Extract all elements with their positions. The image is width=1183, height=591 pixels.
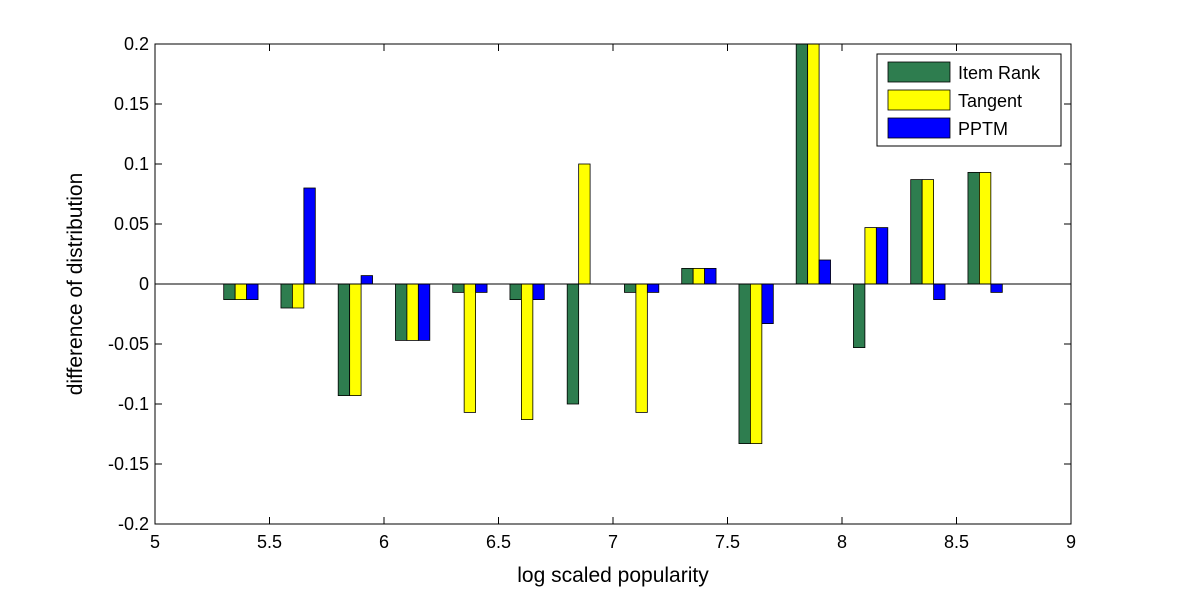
bar-pptm-10 (818, 259, 831, 285)
bar-item-rank-10 (795, 43, 809, 285)
bar-pptm-9 (761, 283, 774, 324)
bar-item-rank-5 (509, 283, 522, 301)
x-tick-label: 7 (608, 532, 618, 552)
y-tick-label: 0.2 (124, 34, 149, 54)
legend-label-pptm: PPTM (958, 119, 1008, 139)
bar-pptm-2 (360, 275, 373, 285)
y-tick-label: 0 (139, 274, 149, 294)
bar-tangent-4 (463, 283, 476, 413)
x-tick-label: 7.5 (715, 532, 740, 552)
legend-label-item-rank: Item Rank (958, 63, 1041, 83)
bar-tangent-5 (521, 283, 534, 421)
bar-item-rank-0 (223, 283, 236, 301)
bar-tangent-13 (979, 171, 992, 285)
legend-swatch-item-rank (887, 61, 951, 83)
bar-item-rank-8 (681, 267, 694, 285)
legend-swatch-tangent (887, 89, 951, 111)
x-axis-label: log scaled popularity (517, 564, 709, 587)
ticks-layer: 5 5.5 6 6.5 7 7.5 8 8.5 9 -0.2 -0.15 -0.1 -0.05 0 0.05… (108, 34, 1076, 552)
bar-tangent-10 (807, 43, 820, 285)
y-tick-label: -0.2 (118, 514, 149, 534)
bar-item-rank-1 (280, 283, 293, 309)
bar-pptm-12 (933, 283, 946, 301)
bar-item-rank-12 (910, 179, 923, 285)
bar-item-rank-6 (566, 283, 580, 405)
bars-layer (223, 43, 1003, 445)
bar-pptm-4 (475, 283, 488, 293)
bar-tangent-0 (234, 283, 247, 301)
bar-tangent-3 (406, 283, 419, 341)
y-tick-label: 0.1 (124, 154, 149, 174)
bar-item-rank-11 (853, 283, 866, 348)
y-tick-label: -0.15 (108, 454, 149, 474)
bar-pptm-0 (246, 283, 259, 301)
bar-pptm-5 (532, 283, 545, 301)
bar-tangent-1 (291, 283, 305, 309)
x-tick-label: 6 (379, 532, 389, 552)
bar-item-rank-9 (738, 283, 751, 445)
bar-tangent-6 (578, 163, 591, 285)
x-tick-label: 6.5 (486, 532, 511, 552)
bar-tangent-9 (750, 283, 763, 445)
bar-item-rank-4 (452, 283, 465, 293)
x-tick-label: 8 (837, 532, 847, 552)
bar-tangent-12 (921, 179, 935, 285)
legend: Item Rank Tangent PPTM (876, 53, 1062, 147)
bar-tangent-11 (864, 227, 877, 285)
bar-pptm-11 (875, 227, 889, 285)
y-tick-label: 0.15 (114, 94, 149, 114)
y-tick-label: 0.05 (114, 214, 149, 234)
bar-tangent-7 (635, 283, 648, 413)
bar-pptm-13 (990, 283, 1003, 293)
bar-pptm-1 (303, 187, 316, 285)
legend-swatch-pptm (887, 117, 951, 139)
x-tick-label: 5.5 (257, 532, 282, 552)
y-tick-label: -0.1 (118, 394, 149, 414)
bar-pptm-7 (646, 283, 660, 293)
y-tick-label: -0.05 (108, 334, 149, 354)
bar-item-rank-7 (624, 283, 637, 293)
bar-tangent-2 (349, 283, 362, 396)
legend-label-tangent: Tangent (958, 91, 1022, 111)
bar-item-rank-2 (337, 283, 351, 396)
bar-pptm-8 (704, 267, 717, 285)
x-tick-label: 8.5 (944, 532, 969, 552)
bar-item-rank-13 (967, 171, 980, 285)
bar-tangent-8 (692, 267, 706, 285)
y-axis-label: difference of distribution (64, 173, 87, 396)
bar-item-rank-3 (395, 283, 408, 341)
bar-pptm-3 (417, 283, 431, 341)
x-tick-label: 5 (150, 532, 160, 552)
x-tick-label: 9 (1066, 532, 1076, 552)
